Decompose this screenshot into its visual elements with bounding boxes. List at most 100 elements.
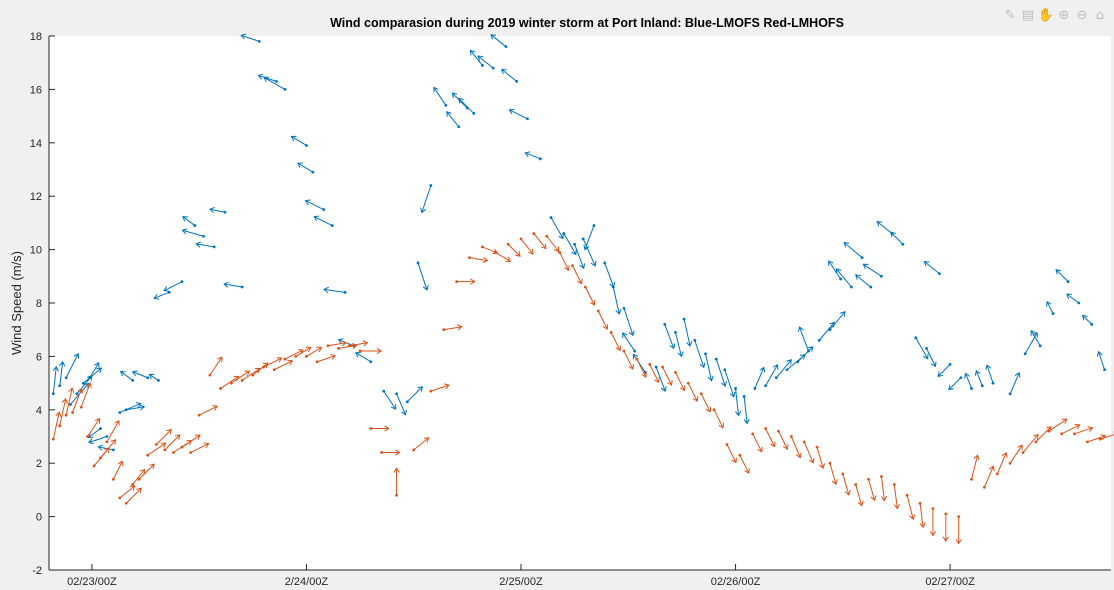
wind-vector-origin — [905, 493, 909, 497]
wind-vector-origin — [633, 349, 637, 353]
wind-vector-head — [212, 405, 219, 411]
wind-vector-head — [129, 485, 136, 491]
wind-vector-shaft — [520, 238, 534, 255]
wind-vector-head — [929, 531, 937, 537]
wind-vector-origin — [538, 157, 542, 161]
wind-vector-head — [819, 463, 825, 470]
wind-vector — [209, 206, 227, 214]
wind-vector-shaft — [937, 364, 951, 377]
wind-vector-origin — [64, 413, 68, 417]
wind-vector-head — [759, 366, 766, 373]
wind-vector — [686, 381, 699, 402]
wind-vector-shaft — [828, 260, 842, 280]
wind-vector-shaft — [623, 350, 634, 370]
wind-vector-head — [721, 381, 727, 387]
datatip-icon[interactable]: ▤ — [1021, 8, 1035, 23]
y-axis: -2 0 2 4 6 8 10 12 14 16 18 — [30, 31, 55, 577]
wind-vector-origin — [774, 376, 778, 380]
wind-vector — [1066, 293, 1081, 305]
wind-vector-origin — [519, 237, 523, 241]
wind-vector-head — [262, 362, 269, 368]
wind-vector-origin — [71, 411, 74, 414]
wind-vector-head — [590, 260, 597, 267]
y-tick-label: 14 — [30, 138, 42, 150]
wind-vector-origin — [622, 349, 626, 353]
wind-vector-head — [1030, 329, 1036, 336]
wind-vector-shaft — [430, 384, 450, 392]
wind-vector-origin — [493, 250, 497, 254]
pan-icon[interactable]: ✋ — [1037, 8, 1055, 23]
wind-vector — [180, 434, 201, 449]
wind-vector-shaft — [1055, 269, 1069, 282]
wind-vector-head — [669, 343, 676, 350]
wind-vector-origin — [545, 234, 549, 238]
wind-vector — [764, 427, 776, 448]
wind-vector — [229, 370, 251, 385]
wind-vector-origin — [444, 104, 448, 107]
wind-vector — [137, 463, 155, 481]
wind-vector-shaft — [855, 274, 872, 288]
wind-vector-head — [263, 76, 270, 83]
wind-vector-head — [195, 434, 201, 440]
wind-vector — [905, 493, 916, 521]
wind-vector — [240, 33, 261, 43]
wind-vector-shaft — [855, 484, 863, 506]
wind-vector-shaft — [220, 376, 239, 389]
wind-vector — [1098, 431, 1114, 441]
wind-vector — [468, 256, 489, 264]
wind-vector-shaft — [1024, 332, 1038, 354]
wind-vector-origin — [506, 242, 510, 246]
wind-vector — [964, 372, 973, 390]
wind-vector-shaft — [1046, 301, 1054, 314]
wind-vector-shaft — [582, 238, 596, 267]
home-icon[interactable]: ⌂ — [1095, 8, 1105, 23]
wind-vector-shaft — [1022, 434, 1039, 453]
zoom-out-icon[interactable]: ⊖ — [1076, 8, 1088, 23]
brush-icon[interactable]: ✎ — [1004, 8, 1016, 23]
wind-vector-origin — [294, 355, 298, 358]
wind-vector-shaft — [443, 326, 462, 331]
wind-vector-origin — [573, 242, 577, 246]
wind-vector-head — [831, 479, 838, 486]
wind-vector — [622, 332, 637, 353]
wind-vector-head — [615, 309, 622, 315]
wind-vector-origin — [1090, 322, 1094, 326]
wind-vector-origin — [272, 368, 276, 372]
wind-vector-origin — [358, 349, 362, 353]
wind-vector-shaft — [83, 367, 102, 384]
wind-vector — [571, 264, 583, 285]
wind-vector-origin — [131, 483, 135, 486]
wind-vector-origin — [86, 435, 90, 438]
wind-vector-head — [490, 34, 497, 40]
wind-vector — [369, 425, 390, 432]
wind-vector-head — [641, 372, 647, 378]
wind-vector — [1021, 433, 1039, 454]
wind-vector — [315, 354, 337, 364]
wind-vector-head — [456, 324, 463, 331]
wind-vector-shaft — [355, 352, 372, 363]
wind-vector — [693, 338, 706, 369]
wind-vector-origin — [867, 477, 870, 481]
wind-vector — [111, 460, 124, 481]
wind-vector — [395, 392, 407, 416]
wind-vector-head — [744, 468, 750, 475]
wind-vector-origin — [219, 387, 223, 390]
wind-vector — [843, 242, 864, 260]
wind-vector — [148, 373, 160, 382]
wind-vector — [1047, 418, 1068, 433]
wind-vector-shaft — [1061, 424, 1080, 435]
wind-vector-head — [88, 438, 94, 445]
wind-vector-shaft — [477, 55, 494, 69]
y-tick-label: 6 — [36, 351, 42, 363]
wind-vector-head — [94, 361, 100, 368]
wind-vector-shaft — [829, 463, 837, 485]
wind-vector-shaft — [1009, 444, 1023, 464]
wind-vector-shaft — [986, 364, 994, 384]
wind-vector-head — [660, 386, 667, 392]
zoom-in-icon[interactable]: ⊕ — [1058, 8, 1070, 23]
wind-vector — [197, 405, 219, 417]
wind-vector-shaft — [919, 503, 924, 528]
wind-vector-shaft — [675, 372, 685, 391]
wind-vector-origin — [189, 451, 193, 454]
